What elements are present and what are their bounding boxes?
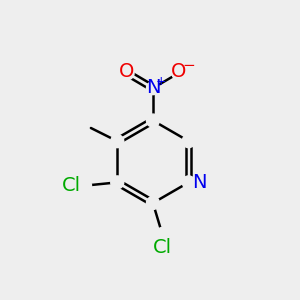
Text: +: + xyxy=(156,75,166,88)
Text: −: − xyxy=(182,58,195,74)
Circle shape xyxy=(121,67,134,80)
Circle shape xyxy=(182,135,195,148)
Circle shape xyxy=(146,82,159,94)
Circle shape xyxy=(111,135,124,148)
Text: O: O xyxy=(118,62,134,81)
Circle shape xyxy=(146,196,159,209)
Text: O: O xyxy=(171,62,186,81)
Text: N: N xyxy=(193,173,207,192)
Circle shape xyxy=(156,227,169,241)
Text: Cl: Cl xyxy=(61,176,81,195)
Circle shape xyxy=(79,179,92,192)
Circle shape xyxy=(111,176,124,189)
Circle shape xyxy=(172,67,185,80)
Circle shape xyxy=(182,176,195,189)
Text: N: N xyxy=(146,78,161,97)
Circle shape xyxy=(146,114,159,127)
Text: Cl: Cl xyxy=(153,238,172,257)
